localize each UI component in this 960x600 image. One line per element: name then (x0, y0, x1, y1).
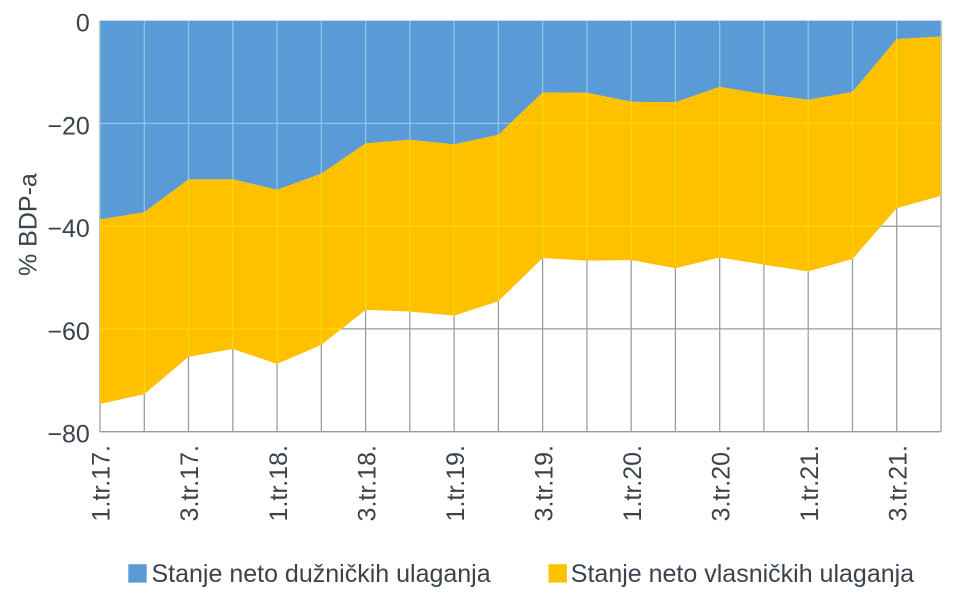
svg-text:−20: −20 (47, 112, 89, 140)
svg-text:Stanje neto vlasničkih ulaganj: Stanje neto vlasničkih ulaganja (571, 560, 914, 588)
svg-text:3.tr.17.: 3.tr.17. (176, 445, 204, 521)
svg-text:−40: −40 (47, 215, 89, 243)
svg-text:−60: −60 (47, 318, 89, 346)
svg-text:% BDP-a: % BDP-a (15, 173, 43, 276)
svg-text:1.tr.19.: 1.tr.19. (442, 445, 470, 521)
svg-text:−80: −80 (47, 421, 89, 449)
svg-text:3.tr.21.: 3.tr.21. (884, 445, 912, 521)
svg-text:1.tr.18.: 1.tr.18. (265, 445, 293, 521)
svg-text:Stanje neto dužničkih ulaganja: Stanje neto dužničkih ulaganja (152, 560, 491, 588)
svg-text:1.tr.20.: 1.tr.20. (619, 445, 647, 521)
svg-text:3.tr.18.: 3.tr.18. (353, 445, 381, 521)
svg-text:3.tr.19.: 3.tr.19. (530, 445, 558, 521)
svg-text:3.tr.20.: 3.tr.20. (707, 445, 735, 521)
svg-text:1.tr.17.: 1.tr.17. (88, 445, 116, 521)
svg-text:1.tr.21.: 1.tr.21. (796, 445, 824, 521)
svg-text:0: 0 (76, 10, 90, 38)
